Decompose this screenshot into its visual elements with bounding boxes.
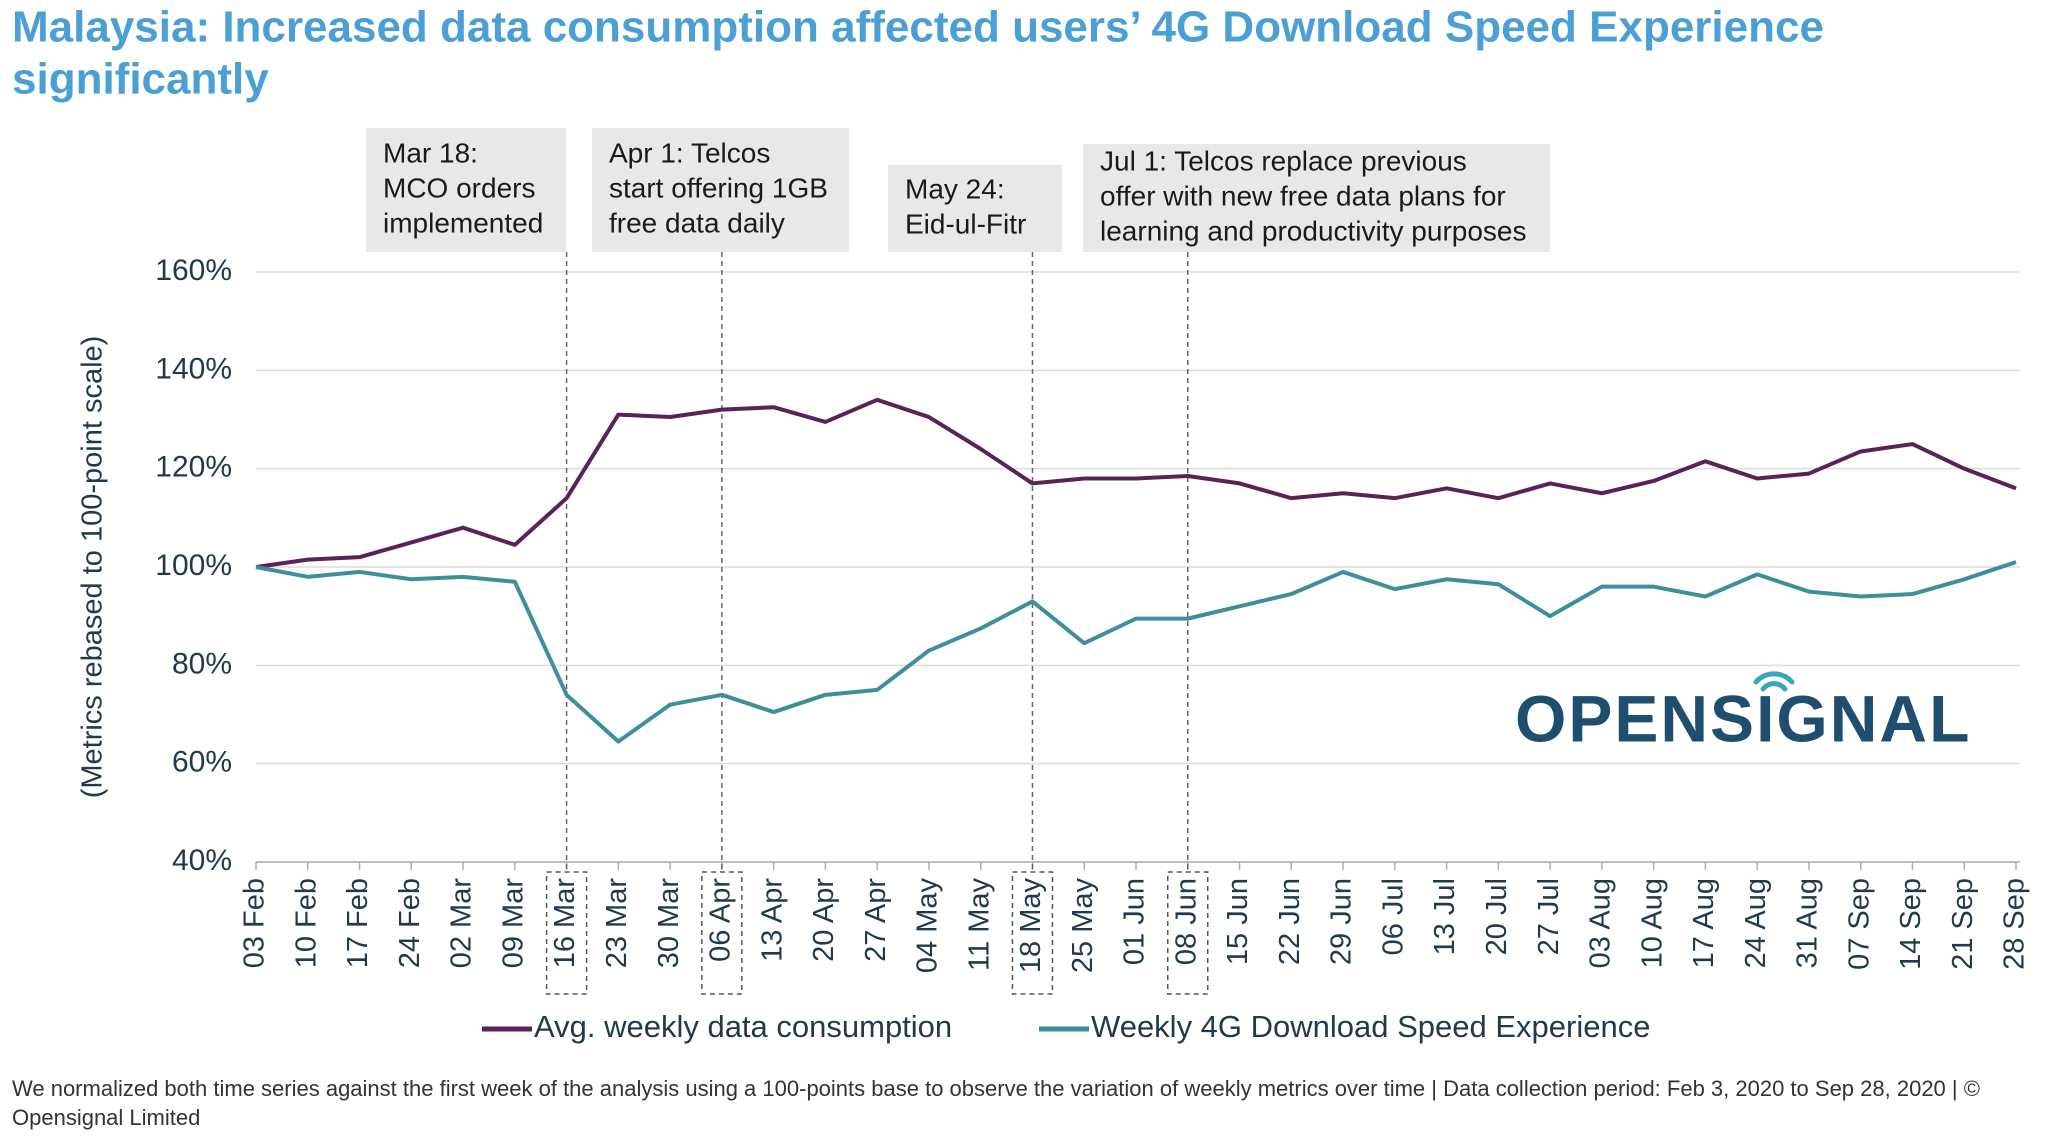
annotation-text: Eid-ul-Fitr — [905, 208, 1026, 239]
x-tick-label: 08 Jun — [1170, 878, 1202, 965]
x-tick-label: 03 Aug — [1585, 878, 1617, 968]
annotation-text: Mar 18: — [383, 137, 478, 168]
x-tick-label: 18 May — [1015, 878, 1047, 974]
x-tick-label: 28 Sep — [1999, 878, 2031, 970]
annotation-text: Jul 1: Telcos replace previous — [1100, 145, 1467, 176]
chart: Malaysia: Increased data consumption aff… — [12, 3, 2031, 1045]
x-tick-label: 15 Jun — [1222, 878, 1254, 965]
annotation-box — [888, 165, 1062, 252]
footnote: We normalized both time series against t… — [12, 1076, 1980, 1130]
x-tick-label: 20 Apr — [808, 878, 840, 962]
legend-label: Weekly 4G Download Speed Experience — [1091, 1009, 1650, 1044]
highlight-box — [1011, 871, 1054, 995]
annotation-text: free data daily — [609, 207, 785, 238]
x-tick-label: 09 Mar — [497, 878, 529, 969]
x-tick-label: 16 Mar — [549, 878, 581, 969]
x-tick-label: 23 Mar — [601, 878, 633, 969]
annotation-box — [366, 128, 566, 252]
x-tick-label: 03 Feb — [239, 878, 271, 968]
annotation-box — [1083, 144, 1550, 252]
x-tick-label: 10 Feb — [290, 878, 322, 968]
y-tick-label: 140% — [155, 352, 232, 385]
annotation-text: May 24: — [905, 173, 1005, 204]
x-tick-label: 27 Jul — [1533, 878, 1565, 955]
series-line — [255, 397, 2017, 569]
y-tick-label: 120% — [155, 451, 232, 484]
annotation-text: offer with new free data plans for — [1100, 180, 1506, 211]
annotation-text: MCO orders — [383, 172, 535, 203]
annotation-text: start offering 1GB — [609, 172, 828, 203]
x-tick-label: 13 Apr — [756, 878, 788, 962]
x-tick-label: 06 Apr — [705, 878, 737, 962]
x-tick-label: 30 Mar — [653, 878, 685, 969]
x-tick-label: 13 Jul — [1429, 878, 1461, 955]
x-tick-label: 07 Sep — [1843, 878, 1875, 970]
y-tick-label: 100% — [155, 549, 232, 582]
y-tick-label: 80% — [172, 647, 232, 680]
annotation-text: Apr 1: Telcos — [609, 137, 770, 168]
y-tick-label: 160% — [155, 254, 232, 287]
y-tick-label: 60% — [172, 746, 232, 779]
y-axis-label: (Metrics rebased to 100-point scale) — [77, 336, 109, 799]
highlight-box — [1167, 871, 1209, 995]
x-tick-label: 24 Aug — [1740, 878, 1772, 968]
annotation-box — [592, 128, 849, 252]
logo-icon — [1753, 671, 1795, 692]
x-tick-label: 14 Sep — [1895, 878, 1927, 970]
x-tick-label: 17 Feb — [342, 878, 374, 968]
chart-title: significantly — [12, 55, 269, 104]
x-tick-label: 04 May — [912, 878, 944, 974]
x-tick-label: 31 Aug — [1792, 878, 1824, 968]
x-tick-label: 27 Apr — [860, 878, 892, 962]
annotation-text: implemented — [383, 207, 543, 238]
x-tick-label: 29 Jun — [1326, 878, 1358, 965]
chart-title: Malaysia: Increased data consumption aff… — [12, 3, 1824, 52]
x-tick-label: 01 Jun — [1119, 878, 1151, 965]
annotation-text: learning and productivity purposes — [1100, 215, 1526, 246]
legend-label: Avg. weekly data consumption — [534, 1009, 952, 1044]
x-tick-label: 10 Aug — [1636, 878, 1668, 968]
highlight-box — [545, 871, 588, 995]
x-tick-label: 24 Feb — [394, 878, 426, 968]
x-tick-label: 17 Aug — [1688, 878, 1720, 968]
x-tick-label: 20 Jul — [1481, 878, 1513, 955]
x-tick-label: 21 Sep — [1947, 878, 1979, 970]
x-tick-label: 06 Jul — [1377, 878, 1409, 955]
x-tick-label: 22 Jun — [1274, 878, 1306, 965]
x-tick-label: 11 May — [963, 878, 995, 971]
x-tick-label: 02 Mar — [446, 878, 478, 969]
logo: OPENSIGNAL — [1515, 681, 1971, 755]
highlight-box — [701, 871, 743, 995]
series-line — [255, 560, 2017, 744]
x-tick-label: 25 May — [1067, 878, 1099, 974]
y-tick-label: 40% — [172, 844, 232, 877]
